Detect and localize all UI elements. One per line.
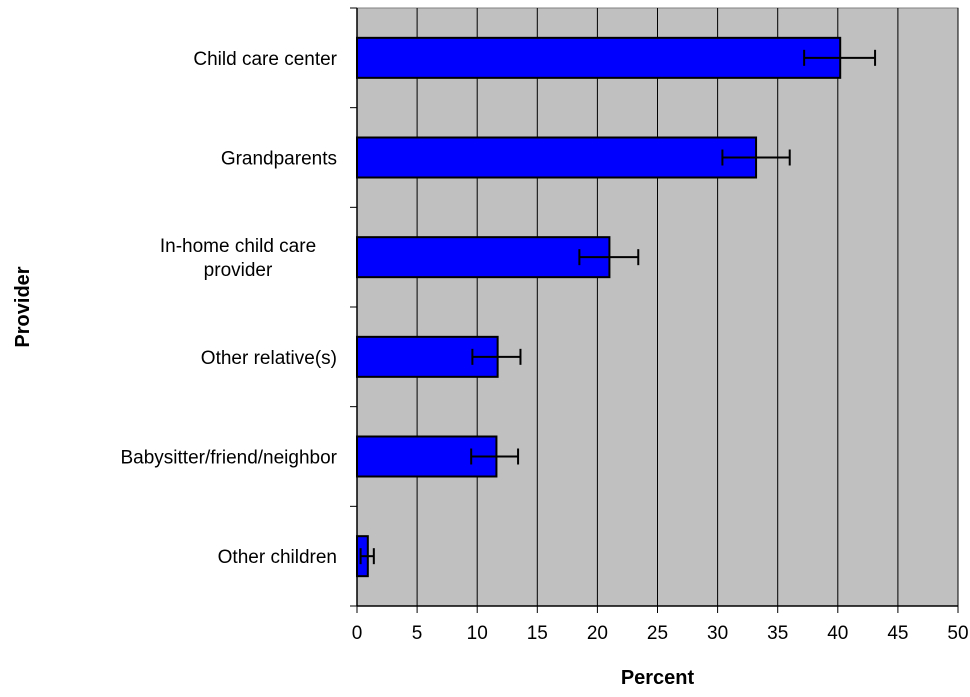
axes (350, 7, 959, 613)
x-tick-label: 5 (412, 623, 423, 644)
x-tick-label: 35 (767, 623, 788, 644)
category-label: Other relative(s) (201, 348, 337, 369)
x-tick-label: 20 (587, 623, 608, 644)
x-tick-label: 40 (827, 623, 848, 644)
category-label: Other children (218, 547, 337, 568)
category-label: provider (204, 260, 273, 281)
x-axis-title: Percent (621, 667, 695, 689)
category-labels: Child care center Grandparents In-home chi… (120, 49, 337, 568)
category-label: Grandparents (221, 149, 337, 170)
x-tick-label: 50 (947, 623, 968, 644)
x-tick-label: 45 (887, 623, 908, 644)
x-tick-labels: 0 5 10 15 20 25 30 35 40 45 50 (352, 623, 969, 644)
x-tick-label: 0 (352, 623, 363, 644)
category-label: Child care center (193, 49, 337, 70)
x-tick-label: 30 (707, 623, 728, 644)
y-axis-title: Provider (12, 266, 34, 347)
bar (356, 136, 758, 179)
gridlines (416, 8, 959, 606)
x-tick-label: 10 (467, 623, 488, 644)
x-tick-label: 25 (647, 623, 668, 644)
x-tick-label: 15 (527, 623, 548, 644)
category-label: In-home child care (160, 236, 316, 257)
bar (356, 36, 842, 79)
error-bars (359, 49, 877, 565)
category-label: Babysitter/friend/neighbor (120, 448, 337, 469)
bar (356, 236, 611, 279)
